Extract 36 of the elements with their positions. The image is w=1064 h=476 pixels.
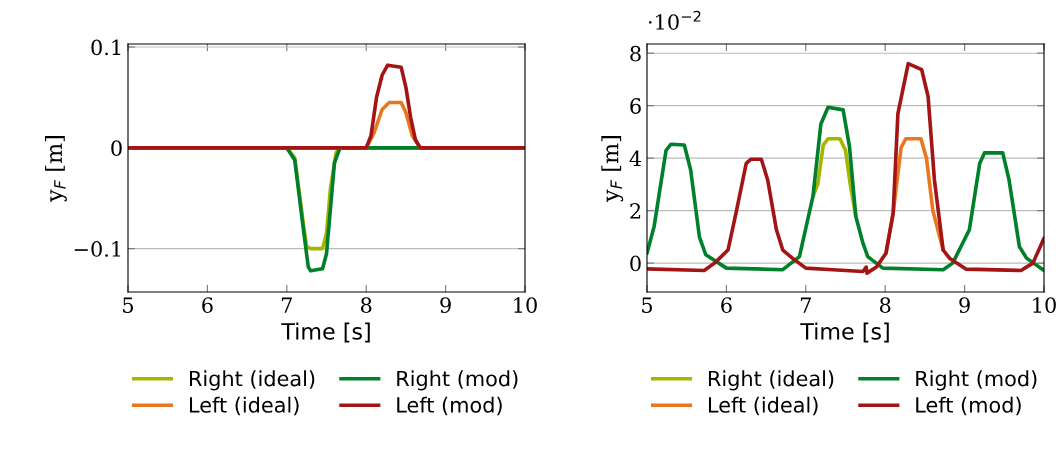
legend-label: Left (ideal)	[189, 396, 299, 416]
y-tick-label: 4	[629, 150, 642, 167]
legend-label: Right (mod)	[397, 370, 518, 391]
legend-label: Left (mod)	[916, 396, 1021, 416]
x-axis-title: Time [s]	[800, 322, 889, 343]
y-tick-label: 8	[630, 45, 641, 62]
line-series	[128, 63, 525, 150]
line-series	[647, 105, 1044, 273]
line-series	[647, 61, 1044, 275]
x-axis-title: Time [s]	[281, 322, 370, 343]
x-tick-label: 6	[202, 297, 213, 313]
y-tick-label: 6	[630, 98, 641, 114]
legend-label: Right (ideal)	[708, 370, 834, 391]
y-tick-label: 0.1	[91, 39, 121, 56]
x-tick-label: 8	[360, 297, 372, 313]
x-tick-label: 10	[514, 297, 537, 313]
x-tick-label: 9	[440, 297, 451, 313]
legend-label: Left (ideal)	[708, 396, 818, 416]
x-tick-label: 6	[721, 297, 732, 313]
legend-label: Right (mod)	[916, 370, 1037, 391]
y-tick-label: 0	[630, 255, 641, 272]
y-tick-label: −0.1	[74, 241, 121, 257]
x-tick-label: 5	[642, 297, 653, 313]
text: ·10$^{−2}$	[648, 10, 701, 30]
y-tick-label: 2	[630, 203, 641, 219]
x-tick-label: 7	[281, 297, 292, 313]
x-tick-label: 10	[1033, 297, 1056, 313]
x-tick-label: 5	[123, 297, 134, 313]
y-axis-title: y$_{F}$ [m]	[44, 136, 67, 203]
y-axis-title: y$_{F}$ [m]	[601, 136, 624, 203]
x-tick-label: 8	[879, 297, 891, 313]
y-tick-label: 0	[111, 140, 122, 157]
legend-label: Right (ideal)	[189, 370, 315, 391]
legend-label: Left (mod)	[397, 396, 502, 416]
x-tick-label: 9	[959, 297, 970, 313]
x-tick-label: 7	[800, 297, 811, 313]
